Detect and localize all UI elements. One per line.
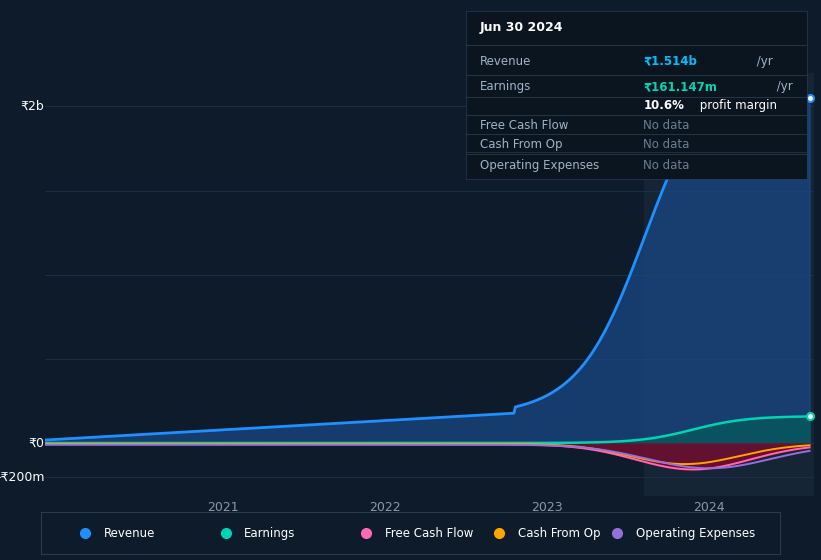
Text: ₹0: ₹0 — [29, 437, 44, 450]
Bar — [644, 73, 814, 496]
Text: ₹161.147m: ₹161.147m — [644, 81, 718, 94]
Text: Jun 30 2024: Jun 30 2024 — [480, 21, 563, 34]
Text: Revenue: Revenue — [103, 527, 155, 540]
Text: No data: No data — [644, 119, 690, 132]
Text: Revenue: Revenue — [480, 55, 531, 68]
Text: profit margin: profit margin — [696, 99, 777, 112]
Text: Cash From Op: Cash From Op — [480, 138, 562, 151]
Text: Earnings: Earnings — [480, 81, 531, 94]
Text: 10.6%: 10.6% — [644, 99, 685, 112]
Text: ₹1.514b: ₹1.514b — [644, 55, 697, 68]
Text: Cash From Op: Cash From Op — [518, 527, 600, 540]
Text: /yr: /yr — [753, 55, 773, 68]
Text: ₹2b: ₹2b — [21, 100, 44, 113]
Text: Operating Expenses: Operating Expenses — [480, 159, 599, 172]
Text: No data: No data — [644, 159, 690, 172]
Text: -₹200m: -₹200m — [0, 470, 44, 484]
Text: Free Cash Flow: Free Cash Flow — [385, 527, 473, 540]
Text: Earnings: Earnings — [245, 527, 296, 540]
Text: Free Cash Flow: Free Cash Flow — [480, 119, 568, 132]
Text: /yr: /yr — [773, 81, 793, 94]
Text: Operating Expenses: Operating Expenses — [636, 527, 755, 540]
Text: No data: No data — [644, 138, 690, 151]
